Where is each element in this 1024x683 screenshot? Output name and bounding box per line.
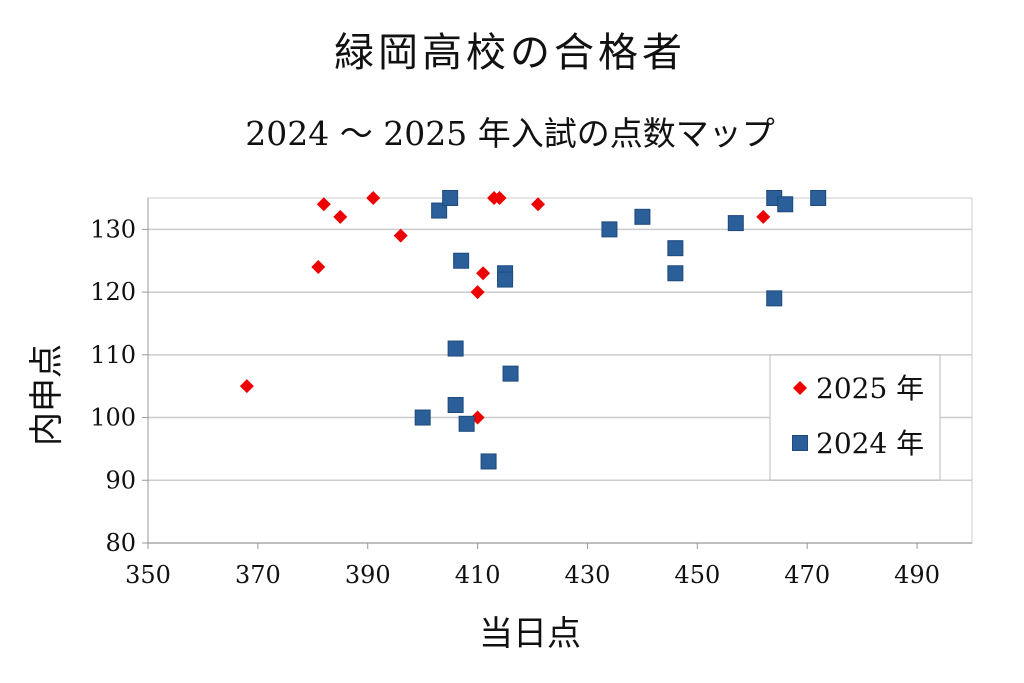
data-point-square bbox=[766, 290, 783, 307]
data-point-square bbox=[667, 265, 684, 282]
data-point-diamond bbox=[492, 191, 507, 205]
data-point-diamond bbox=[316, 197, 331, 212]
y-axis-label: 内申点 bbox=[27, 344, 67, 446]
x-tick-label: 450 bbox=[674, 561, 720, 589]
data-point-square bbox=[480, 453, 497, 470]
data-point-square bbox=[502, 365, 519, 382]
x-tick-label: 410 bbox=[455, 561, 501, 589]
data-point-square bbox=[442, 190, 459, 206]
data-point-square bbox=[634, 208, 651, 225]
x-tick-label: 390 bbox=[345, 561, 391, 589]
data-point-diamond bbox=[531, 197, 546, 212]
x-tick-label: 370 bbox=[235, 561, 281, 589]
legend-marker bbox=[793, 381, 807, 395]
x-tick-label: 430 bbox=[565, 561, 611, 589]
data-point-diamond bbox=[470, 285, 485, 300]
data-point-diamond bbox=[239, 379, 254, 394]
data-point-square bbox=[727, 215, 744, 232]
legend-marker bbox=[792, 435, 808, 451]
legend-label: 2024 年 bbox=[816, 427, 924, 460]
legend-label: 2025 年 bbox=[816, 372, 924, 405]
legend-box bbox=[769, 354, 941, 481]
data-point-diamond bbox=[333, 209, 348, 224]
data-point-square bbox=[414, 409, 431, 426]
data-point-diamond bbox=[756, 209, 771, 224]
data-point-square bbox=[447, 340, 464, 357]
data-point-square bbox=[810, 190, 827, 206]
x-axis-label: 当日点 bbox=[479, 614, 581, 654]
data-point-diamond bbox=[476, 266, 491, 281]
chart-subtitle: 2024 ～ 2025 年入試の点数マップ bbox=[245, 114, 774, 153]
y-tick-label: 120 bbox=[90, 278, 136, 306]
data-point-diamond bbox=[366, 191, 381, 205]
y-tick-label: 90 bbox=[105, 466, 136, 494]
legend: 2025 年 2024 年 bbox=[769, 354, 941, 481]
data-point-square bbox=[777, 196, 794, 213]
data-point-square bbox=[447, 397, 464, 413]
y-tick-label: 100 bbox=[90, 404, 136, 432]
data-point-square bbox=[667, 240, 684, 257]
data-point-diamond bbox=[311, 260, 326, 274]
data-point-square bbox=[458, 415, 475, 432]
data-point-square bbox=[497, 271, 514, 288]
data-point-square bbox=[453, 252, 470, 269]
y-tick-label: 110 bbox=[90, 341, 136, 369]
x-tick-label: 350 bbox=[125, 561, 171, 589]
data-point-square bbox=[431, 202, 448, 219]
y-tick-label: 130 bbox=[90, 215, 136, 243]
data-point-diamond bbox=[393, 228, 408, 243]
x-tick-label: 470 bbox=[784, 561, 830, 589]
data-point-square bbox=[601, 221, 618, 238]
axis-ticks: 80 90 100 110 120 130 350 370 390 410 430 450 470 490 bbox=[90, 215, 940, 589]
data-points bbox=[239, 190, 827, 470]
x-tick-label: 490 bbox=[894, 561, 940, 589]
chart-title: 緑岡高校の合格者 bbox=[334, 30, 686, 76]
y-tick-label: 80 bbox=[105, 529, 136, 557]
